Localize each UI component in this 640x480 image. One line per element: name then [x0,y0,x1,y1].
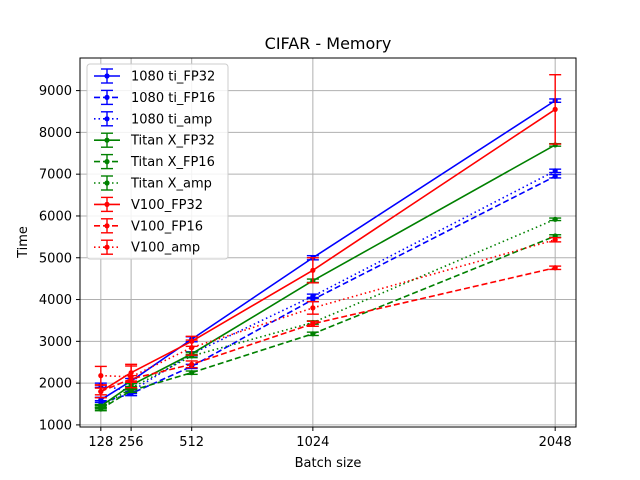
data-point [310,331,315,336]
x-tick-label: 128 [88,435,113,450]
data-point [310,321,315,326]
data-point [189,345,194,350]
series-v100-fp16 [95,265,561,395]
y-axis-ticks: 1000 2000 3000 4000 5000 6000 7000 8000 9000 [39,84,80,433]
legend-marker [104,245,109,250]
y-tick-label: 9000 [39,84,72,99]
data-point [189,362,194,367]
data-point [189,370,194,375]
data-point [310,268,315,273]
chart: 128 256 512 1024 2048 1000 2000 3000 4000 5000 60… [0,0,640,480]
chart-title: CIFAR - Memory [265,34,392,53]
y-tick-label: 1000 [39,418,72,433]
legend-label: 1080 ti_FP32 [131,70,215,85]
y-tick-label: 6000 [39,209,72,224]
legend-label: V100_FP32 [131,198,203,213]
data-point [310,294,315,299]
legend-marker [104,138,109,143]
legend-label: Titan X_amp [130,177,212,192]
legend-label: Titan X_FP16 [130,155,215,170]
data-point [553,217,558,222]
legend-marker [104,202,109,207]
legend-label: 1080 ti_FP16 [131,91,215,106]
legend-label: V100_amp [131,241,200,256]
legend-label: 1080 ti_amp [131,112,212,127]
legend-marker [104,73,109,78]
y-tick-label: 3000 [39,335,72,350]
legend-marker [104,223,109,228]
x-tick-label: 2048 [539,435,572,450]
data-point [553,237,558,242]
legend-marker [104,116,109,121]
y-tick-label: 4000 [39,293,72,308]
data-point [553,168,558,173]
y-tick-label: 2000 [39,377,72,392]
x-axis-ticks: 128 256 512 1024 2048 [88,427,571,450]
series-line [101,268,555,392]
y-tick-label: 7000 [39,168,72,183]
x-axis-label: Batch size [295,456,362,471]
legend: 1080 ti_FP32 1080 ti_FP16 1080 ti_amp Titan… [87,64,228,259]
y-axis-label: Time [16,226,31,259]
data-point [98,389,103,394]
data-point [553,174,558,179]
legend-label: V100_FP16 [131,219,203,234]
data-point [129,374,134,379]
data-point [98,373,103,378]
legend-marker [104,159,109,164]
data-point [310,305,315,310]
x-tick-label: 1024 [296,435,329,450]
x-tick-label: 512 [179,435,204,450]
legend-label: Titan X_FP32 [130,134,215,149]
data-point [553,265,558,270]
y-tick-label: 5000 [39,251,72,266]
data-point [98,405,103,410]
y-tick-label: 8000 [39,126,72,141]
data-point [553,107,558,112]
legend-marker [104,180,109,185]
x-tick-label: 256 [119,435,144,450]
legend-marker [104,95,109,100]
